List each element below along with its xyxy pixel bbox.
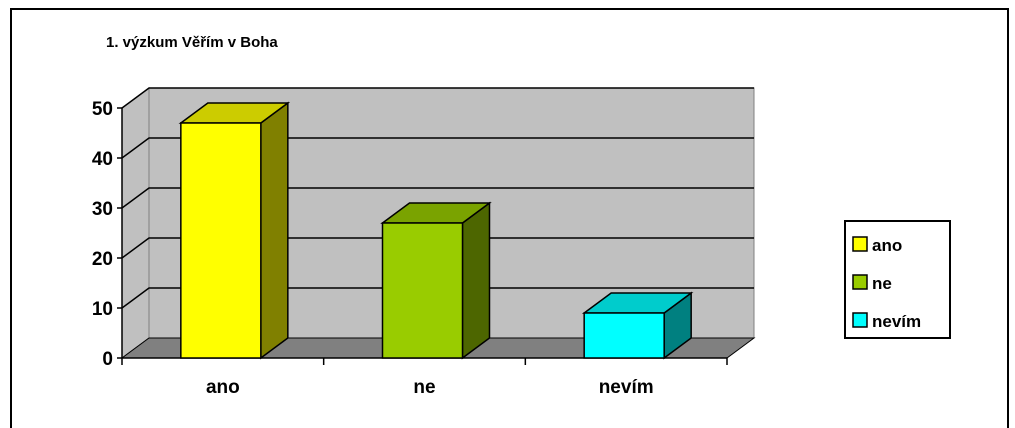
legend: ano ne nevím bbox=[844, 220, 951, 339]
gridline bbox=[121, 137, 754, 159]
legend-swatch bbox=[852, 236, 868, 252]
legend-label: ne bbox=[872, 274, 892, 293]
gridline bbox=[121, 187, 754, 209]
chart-title: 1. výzkum Věřím v Boha bbox=[106, 34, 278, 51]
bar-nevím bbox=[583, 312, 665, 359]
x-tick-label: ano bbox=[206, 377, 240, 398]
legend-label: nevím bbox=[872, 312, 921, 331]
bar-ne bbox=[381, 222, 464, 359]
gridline bbox=[121, 287, 754, 309]
chart-frame bbox=[10, 8, 1009, 428]
y-tick-label: 40 bbox=[92, 149, 113, 170]
gridline bbox=[121, 87, 754, 109]
plot-area: 0 10 20 30 40 50 ano ne nevím bbox=[92, 87, 756, 398]
y-tick-label: 0 bbox=[102, 349, 113, 370]
bar-side-ne bbox=[461, 201, 491, 360]
legend-swatch bbox=[852, 312, 868, 328]
gridline bbox=[121, 237, 754, 259]
side-wall bbox=[121, 87, 150, 359]
y-tick-label: 30 bbox=[92, 199, 113, 220]
x-tick-label: ne bbox=[413, 377, 435, 398]
y-tick-label: 10 bbox=[92, 299, 113, 320]
y-tick-label: 20 bbox=[92, 249, 113, 270]
legend-label: ano bbox=[872, 236, 902, 255]
x-tick-label: nevím bbox=[599, 377, 654, 398]
bar-side-ano bbox=[260, 101, 289, 360]
y-tick-label: 50 bbox=[92, 99, 113, 120]
bar-ano bbox=[180, 122, 262, 359]
legend-swatch bbox=[852, 274, 868, 290]
